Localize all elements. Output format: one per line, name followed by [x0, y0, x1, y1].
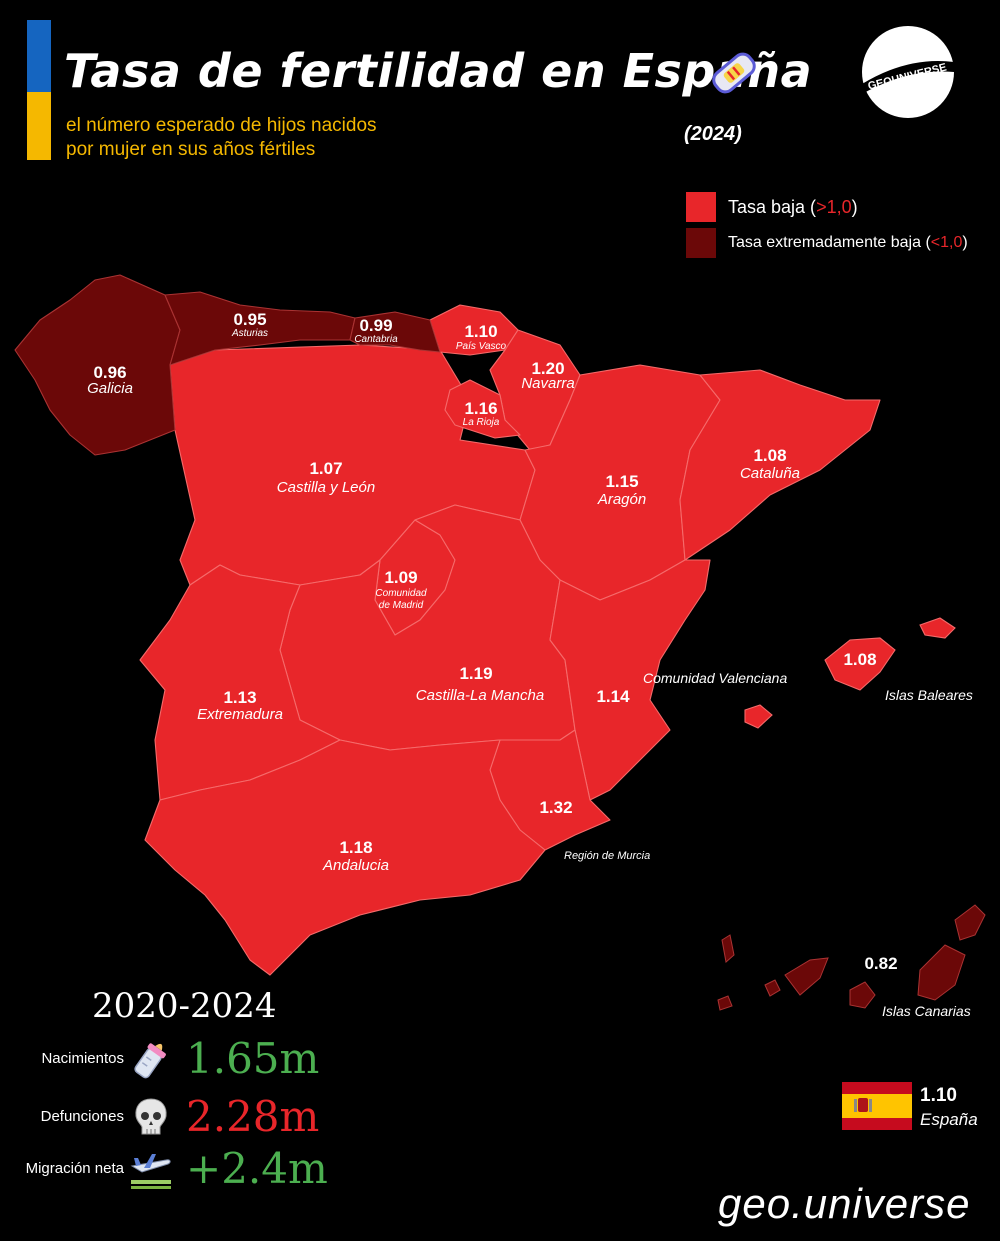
- cataluna-name: Cataluña: [740, 465, 800, 482]
- island-la-palma[interactable]: [721, 934, 735, 963]
- la-rioja-name: La Rioja: [463, 417, 500, 428]
- legend-item-very-low: Tasa extremadamente baja (<1,0): [686, 226, 968, 260]
- airplane-icon: [130, 1154, 171, 1189]
- extremadura-value: 1.13: [223, 688, 256, 707]
- baleares-name: Islas Baleares: [885, 687, 973, 703]
- galicia-value: 0.96: [93, 363, 126, 382]
- pais-vasco-value: 1.10: [464, 322, 497, 341]
- legend-swatch-low: [686, 192, 716, 222]
- region-valenciana[interactable]: [549, 559, 711, 801]
- island-gran-canaria[interactable]: [849, 981, 876, 1009]
- island-mallorca[interactable]: [824, 637, 896, 691]
- aragon-name: Aragón: [597, 491, 646, 508]
- asturias-name: Asturias: [231, 328, 268, 339]
- geouniverse-logo: GEOUNIVERSE: [862, 26, 954, 118]
- andalucia-value: 1.18: [339, 838, 372, 857]
- stat-births: Nacimientos 1.65m: [0, 1034, 400, 1088]
- navarra-value: 1.20: [531, 359, 564, 378]
- murcia-name: Región de Murcia: [564, 850, 650, 862]
- canarias-name: Islas Canarias: [882, 1003, 971, 1019]
- migration-value: +2.4m: [186, 1144, 328, 1193]
- births-label: Nacimientos: [41, 1050, 124, 1067]
- navarra-name: Navarra: [521, 375, 574, 392]
- madrid-name-line1: Comunidad: [375, 588, 427, 599]
- canarias-value: 0.82: [864, 954, 897, 973]
- island-la-gomera[interactable]: [764, 979, 781, 997]
- madrid-value: 1.09: [384, 568, 417, 587]
- ukraine-flag-bar: [27, 20, 51, 160]
- cantabria-value: 0.99: [359, 316, 392, 335]
- island-fuerteventura[interactable]: [917, 944, 966, 1001]
- page-title: Tasa de fertilidad en España: [64, 44, 813, 98]
- murcia-value: 1.32: [539, 798, 572, 817]
- migration-label: Migración neta: [25, 1160, 124, 1177]
- region-cantabria[interactable]: [349, 311, 441, 353]
- stat-migration: Migración neta +2.4m: [0, 1144, 400, 1198]
- stats-period: 2020-2024: [92, 986, 277, 1026]
- valenciana-name: Comunidad Valenciana: [643, 670, 787, 686]
- cantabria-name: Cantabria: [354, 334, 398, 345]
- island-lanzarote[interactable]: [954, 904, 986, 941]
- island-tenerife[interactable]: [784, 957, 829, 996]
- aragon-value: 1.15: [605, 472, 638, 491]
- births-value: 1.65m: [186, 1034, 320, 1083]
- subtitle: el número esperado de hijos nacidos por …: [66, 115, 377, 160]
- castilla-leon-name: Castilla y León: [277, 479, 375, 496]
- year-label: (2024): [684, 123, 742, 145]
- legend-item-low: Tasa baja (>1,0): [686, 190, 968, 224]
- valenciana-value: 1.14: [596, 687, 630, 706]
- island-menorca[interactable]: [919, 617, 956, 639]
- pais-vasco-name: País Vasco: [456, 341, 507, 352]
- region-la-rioja[interactable]: [444, 379, 521, 439]
- cataluna-value: 1.08: [753, 446, 786, 465]
- asturias-value: 0.95: [233, 310, 266, 329]
- madrid-name-line2: de Madrid: [379, 600, 424, 611]
- la-rioja-value: 1.16: [464, 399, 497, 418]
- region-andalucia[interactable]: [144, 739, 546, 976]
- island-ibiza[interactable]: [744, 704, 773, 729]
- skull-icon: [135, 1098, 167, 1135]
- region-cataluna[interactable]: [679, 369, 881, 561]
- pregnancy-test-icon: [712, 52, 756, 94]
- extremadura-name: Extremadura: [197, 706, 283, 723]
- footer-brand: geo.universe: [718, 1180, 971, 1227]
- andalucia-name: Andalucia: [322, 857, 389, 874]
- legend: Tasa baja (>1,0) Tasa extremadamente baj…: [686, 190, 968, 262]
- legend-swatch-very-low: [686, 228, 716, 258]
- baby-bottle-icon: [134, 1043, 166, 1079]
- spain-flag-icon: [842, 1082, 912, 1130]
- castilla-la-mancha-value: 1.19: [459, 664, 492, 683]
- stat-deaths: Defunciones 2.28m: [0, 1092, 400, 1146]
- baleares-value: 1.08: [843, 650, 876, 669]
- castilla-leon-value: 1.07: [309, 459, 342, 478]
- spain-value: 1.10: [920, 1085, 957, 1106]
- galicia-name: Galicia: [87, 380, 133, 397]
- island-el-hierro[interactable]: [717, 995, 733, 1011]
- deaths-value: 2.28m: [186, 1092, 320, 1141]
- region-galicia[interactable]: [14, 274, 181, 456]
- spain-name: España: [920, 1110, 978, 1129]
- deaths-label: Defunciones: [40, 1108, 124, 1125]
- castilla-la-mancha-name: Castilla-La Mancha: [416, 687, 544, 704]
